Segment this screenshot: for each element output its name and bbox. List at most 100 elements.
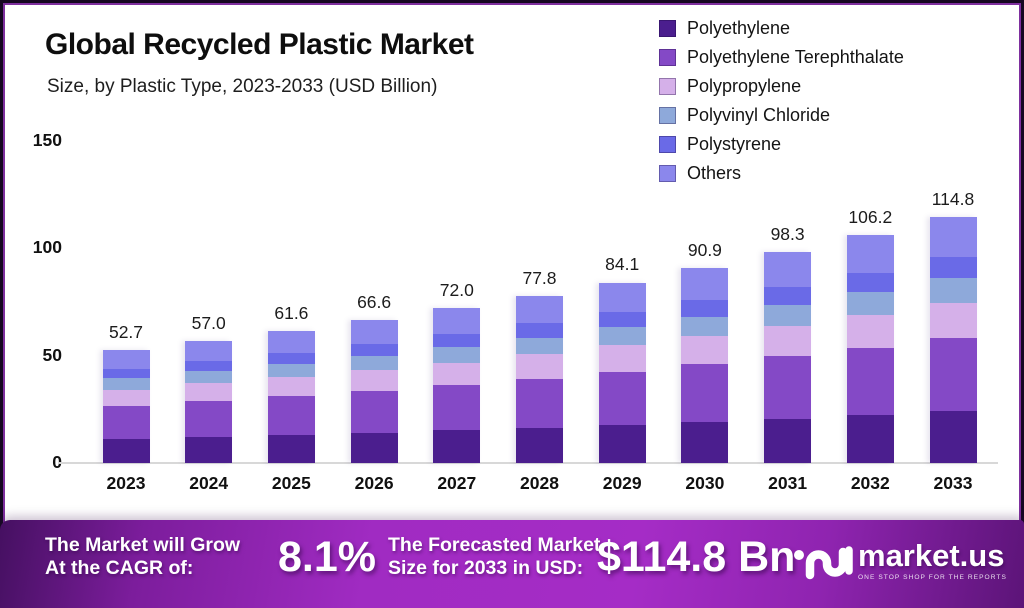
bar-2025 xyxy=(267,330,315,463)
cagr-caption-line2: At the CAGR of: xyxy=(45,557,194,579)
bar-segment-polypropylene xyxy=(433,362,481,385)
bar-2031 xyxy=(764,252,812,463)
bar-segment-polyethylene xyxy=(102,439,150,463)
bar-segment-polyethylene xyxy=(350,432,398,463)
x-axis-label-2023: 2023 xyxy=(106,473,146,493)
bar-segment-others xyxy=(929,216,977,258)
bar-segment-polypropylene xyxy=(267,377,315,397)
bar-segment-polypropylene xyxy=(764,325,812,357)
bar-segment-polystyrene xyxy=(764,286,812,305)
legend-item-polyethylene: Polyethylene xyxy=(659,14,904,43)
bar-segment-polyethylene xyxy=(598,424,646,463)
cagr-caption: The Market will Grow At the CAGR of: xyxy=(45,534,240,580)
legend-label: Polyvinyl Chloride xyxy=(687,105,831,125)
bar-segment-polypropylene xyxy=(846,314,894,348)
bar-segment-polyethylene-terephthalate xyxy=(681,364,729,422)
bar-segment-others xyxy=(102,349,150,369)
bar-segment-polyvinyl-chloride xyxy=(102,378,150,390)
bar-segment-others xyxy=(764,252,812,287)
bar-segment-polyethylene-terephthalate xyxy=(929,338,977,412)
bar-segment-polyvinyl-chloride xyxy=(846,292,894,315)
bar-segment-polyethylene-terephthalate xyxy=(764,356,812,419)
bar-segment-polystyrene xyxy=(516,323,563,338)
bar-segment-polyethylene-terephthalate xyxy=(350,390,398,433)
bar-2026 xyxy=(350,320,398,463)
x-axis-label-2029: 2029 xyxy=(602,473,642,493)
bar-2030 xyxy=(681,267,729,463)
bar-segment-polyethylene xyxy=(929,411,977,463)
bar-segment-others xyxy=(846,235,894,273)
bar-segment-polyethylene xyxy=(846,415,894,463)
bar-segment-polyvinyl-chloride xyxy=(350,355,398,370)
bar-segment-polyethylene-terephthalate xyxy=(433,384,481,431)
bar-segment-polystyrene xyxy=(350,343,398,356)
bar-segment-others xyxy=(267,330,315,353)
bar-value-label-2032: 106.2 xyxy=(848,207,893,228)
bar-2032 xyxy=(846,235,894,463)
bar-segment-polypropylene xyxy=(681,336,729,365)
bar-segment-polystyrene xyxy=(433,333,481,347)
bar-value-label-2033: 114.8 xyxy=(931,188,975,209)
forecast-caption-line2: Size for 2033 in USD: xyxy=(388,557,584,579)
bar-value-label-2026: 66.6 xyxy=(357,292,392,313)
x-axis-label-2031: 2031 xyxy=(768,473,808,493)
bar-segment-polyethylene xyxy=(516,428,563,463)
bar-segment-polyvinyl-chloride xyxy=(433,347,481,363)
market-us-logo-icon xyxy=(793,540,855,589)
bar-segment-polyethylene-terephthalate xyxy=(516,378,563,429)
legend-swatch-polystyrene xyxy=(659,136,676,153)
bar-segment-polyvinyl-chloride xyxy=(681,316,729,337)
bar-segment-polystyrene xyxy=(102,368,150,379)
x-axis-label-2028: 2028 xyxy=(520,473,559,493)
bar-segment-polyvinyl-chloride xyxy=(516,337,563,355)
bar-segment-polyethylene-terephthalate xyxy=(267,396,315,436)
legend-label: Polypropylene xyxy=(687,76,802,96)
x-axis-line xyxy=(58,462,998,464)
y-axis-tick-150: 150 xyxy=(32,130,62,150)
cagr-caption-line1: The Market will Grow xyxy=(45,534,241,556)
bar-segment-polypropylene xyxy=(102,389,150,406)
bar-segment-polypropylene xyxy=(929,302,977,339)
bar-value-label-2023: 52.7 xyxy=(108,321,144,342)
bar-segment-polyethylene xyxy=(681,421,729,463)
bar-2024 xyxy=(185,340,233,463)
x-axis-label-2027: 2027 xyxy=(437,473,477,493)
x-axis-label-2033: 2033 xyxy=(933,473,973,493)
bar-segment-polystyrene xyxy=(846,272,894,293)
bar-segment-polyvinyl-chloride xyxy=(185,371,233,384)
bar-segment-polystyrene xyxy=(267,352,315,364)
legend-label: Polyethylene xyxy=(687,18,791,38)
page-title: Global Recycled Plastic Market xyxy=(45,28,474,61)
bar-segment-polyvinyl-chloride xyxy=(267,363,315,378)
bar-segment-polyethylene xyxy=(433,430,481,463)
bar-segment-polyethylene-terephthalate xyxy=(846,347,894,416)
bar-segment-polyvinyl-chloride xyxy=(764,304,812,326)
bar-segment-polypropylene xyxy=(516,354,563,379)
legend-swatch-polyvinyl-chloride xyxy=(659,107,676,124)
legend-item-others: Others xyxy=(659,159,904,188)
bar-segment-polyvinyl-chloride xyxy=(929,278,977,303)
bar-value-label-2024: 57.0 xyxy=(191,312,226,333)
bar-2029 xyxy=(598,282,646,464)
y-axis-tick-50: 50 xyxy=(42,344,62,365)
x-axis-label-2024: 2024 xyxy=(189,473,229,493)
legend-swatch-others xyxy=(659,165,676,182)
bar-value-label-2029: 84.1 xyxy=(605,254,640,275)
bar-segment-polyethylene-terephthalate xyxy=(102,405,150,440)
brand-name: market.us xyxy=(858,538,1005,573)
y-axis-tick-0: 0 xyxy=(0,451,62,473)
brand-tagline: ONE STOP SHOP FOR THE REPORTS xyxy=(858,574,1007,581)
legend-item-polyethylene-terephthalate: Polyethylene Terephthalate xyxy=(659,43,904,72)
bar-value-label-2030: 90.9 xyxy=(687,239,722,260)
forecast-value: $114.8 Bn xyxy=(597,533,796,581)
bar-segment-others xyxy=(516,296,563,324)
legend-swatch-polypropylene xyxy=(659,78,676,95)
legend-item-polyvinyl-chloride: Polyvinyl Chloride xyxy=(659,101,904,130)
bar-value-label-2031: 98.3 xyxy=(770,223,805,244)
legend-swatch-polyethylene xyxy=(659,20,676,37)
legend-swatch-polyethylene-terephthalate xyxy=(659,49,676,66)
y-axis-tick-100: 100 xyxy=(32,237,62,258)
bar-segment-polyvinyl-chloride xyxy=(598,327,646,346)
bar-value-label-2027: 72.0 xyxy=(439,280,474,301)
